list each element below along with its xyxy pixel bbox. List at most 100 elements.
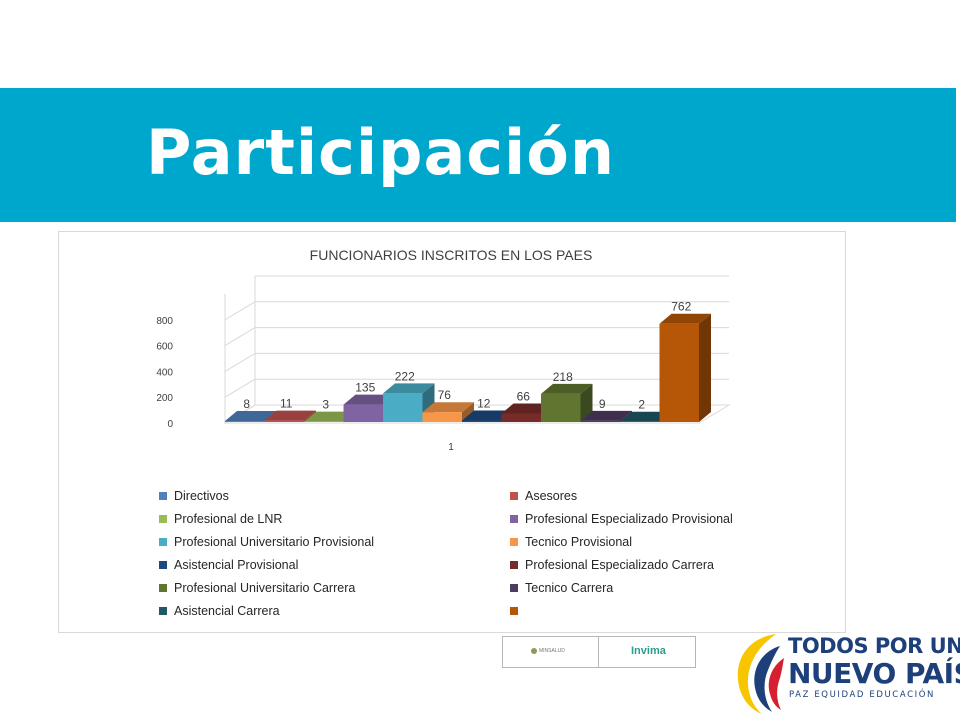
brand-text-line2: NUEVO PAÍS [788,657,960,690]
bar-side [699,313,711,422]
bar-10 [580,410,632,422]
bar-top [620,411,672,422]
data-label: 2 [638,398,645,412]
legend-item-6: Tecnico Provisional [510,535,632,549]
gridline-side [224,378,256,398]
legend-swatch [510,584,518,592]
data-label: 3 [322,398,329,412]
y-tick-label: 800 [156,316,173,327]
data-label: 8 [243,397,250,411]
bar-front [659,323,699,422]
gridline-side [224,301,256,321]
legend-label: Profesional Especializado Carrera [525,558,714,572]
data-label: 218 [553,370,573,384]
legend-item-12 [510,607,518,615]
data-label: 76 [438,388,452,402]
chart-legend: Directivos Asesores Profesional de LNR Prof… [159,489,733,618]
data-label: 66 [517,389,531,403]
legend-label: Profesional Universitario Carrera [174,581,355,595]
chart-title: FUNCIONARIOS INSCRITOS EN LOS PAES [310,247,593,263]
legend-label: Asistencial Carrera [174,604,280,618]
data-label: 11 [280,397,293,411]
bar-front [225,420,265,422]
bar-top [659,313,711,324]
legend-label: Directivos [174,489,229,503]
chart-container: FUNCIONARIOS INSCRITOS EN LOS PAES 0 200 4… [58,231,846,633]
bar-front [422,412,462,422]
bar-12 [659,313,711,422]
bar-front [383,393,423,422]
bar-top [541,383,593,394]
data-labels: 8 11 3 135 222 76 12 66 218 9 2 762 [243,300,691,412]
bar-side [462,402,474,422]
seal-icon [531,648,537,654]
legend-item-9: Profesional Universitario Carrera [159,581,355,595]
legend-label: Profesional de LNR [174,512,282,526]
bar-front [462,420,502,422]
legend-label: Tecnico Carrera [525,581,613,595]
legend-label: Tecnico Provisional [525,535,632,549]
data-label: 222 [395,369,415,383]
legend-swatch [159,515,167,523]
legend-swatch [159,538,167,546]
legend-label: Asistencial Provisional [174,558,298,572]
bar-front [501,413,541,422]
y-tick-label: 200 [156,393,173,404]
legend-item-8: Profesional Especializado Carrera [510,558,714,572]
chart-grid [223,275,731,424]
bar-front [343,404,383,422]
legend-swatch [510,515,518,523]
bar-6 [422,402,474,422]
y-axis-ticks: 0 200 400 600 800 [156,316,173,430]
legend-swatch [510,492,518,500]
legend-swatch [159,584,167,592]
bar-top [462,410,514,421]
legend-item-2: Asesores [510,489,577,503]
bar-front [264,420,304,422]
minsalud-logo: MINSALUD [503,637,599,667]
bar-top [264,410,316,421]
government-brand-logo: TODOS POR UN NUEVO PAÍS PAZ EQUIDAD EDUC… [726,628,960,720]
bar-top [383,383,435,394]
data-label: 9 [599,397,606,411]
brand-text-line1: TODOS POR UN [788,634,960,658]
bar-top [422,402,474,413]
legend-swatch [510,561,518,569]
bar-top [225,410,277,421]
bar-5 [383,383,435,422]
bar-chart: FUNCIONARIOS INSCRITOS EN LOS PAES 0 200 4… [156,247,733,618]
bar-top [580,410,632,421]
y-tick-label: 400 [156,367,173,378]
legend-item-10: Tecnico Carrera [510,581,613,595]
legend-swatch [159,607,167,615]
legend-item-3: Profesional de LNR [159,512,282,526]
bar-top [501,403,553,414]
legend-swatch [510,538,518,546]
legend-item-5: Profesional Universitario Provisional [159,535,374,549]
legend-item-7: Asistencial Provisional [159,558,298,572]
data-label: 135 [355,381,375,395]
bar-front [580,420,620,422]
legend-swatch [159,492,167,500]
legend-item-1: Directivos [159,489,229,503]
legend-swatch [159,561,167,569]
x-axis-category-label: 1 [448,442,454,453]
chart-bars [225,313,711,422]
title-banner [0,88,956,222]
brand-text-line3: PAZ EQUIDAD EDUCACIÓN [789,690,935,700]
bar-front [541,393,581,422]
slide-title: Participación [146,116,616,189]
bar-side [620,410,632,422]
y-tick-label: 0 [167,419,173,430]
data-label: 762 [671,300,691,314]
data-label: 12 [477,396,491,410]
colombia-swoosh-icon [737,634,784,714]
bar-top [304,411,356,422]
invima-logo: Invima [631,645,666,657]
bar-top [343,394,395,405]
partner-logos: MINSALUD Invima [502,636,696,668]
gridline-side [224,352,256,372]
bar-side [580,383,593,422]
gridline-side [224,327,256,347]
legend-label: Profesional Especializado Provisional [525,512,733,526]
